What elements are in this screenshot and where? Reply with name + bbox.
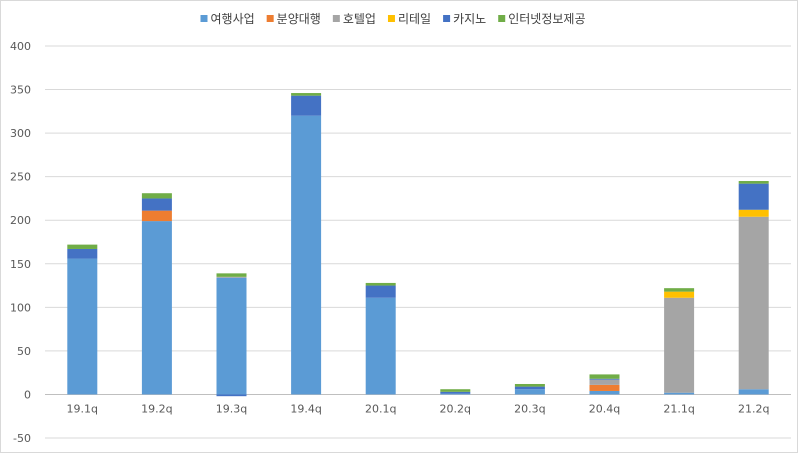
legend-label: 여행사업 xyxy=(211,11,255,26)
legend-swatch xyxy=(266,15,274,22)
bar-segment xyxy=(440,389,471,392)
x-tick-label: 21.1q xyxy=(663,402,694,415)
legend-swatch xyxy=(200,15,208,22)
legend-label: 카지노 xyxy=(453,12,486,26)
bar-segment xyxy=(365,282,396,286)
bar-segment xyxy=(664,291,695,298)
bar-segment xyxy=(440,393,471,395)
y-tick-label: 50 xyxy=(17,345,31,358)
bar-segment xyxy=(589,379,620,385)
bar-segment xyxy=(664,392,695,395)
x-tick-label: 21.2q xyxy=(738,402,769,415)
bar-segment xyxy=(664,288,695,292)
bar-segment xyxy=(291,115,322,395)
x-tick-label: 19.1q xyxy=(67,402,98,415)
bar-segment xyxy=(440,391,471,394)
x-tick-label: 20.1q xyxy=(365,402,396,415)
legend-label: 호텔업 xyxy=(343,12,376,26)
bar-segment xyxy=(141,198,172,211)
legend-label: 인터넷정보제공 xyxy=(508,12,585,26)
y-tick-label: 150 xyxy=(10,258,31,271)
legend-item: 인터넷정보제공 xyxy=(498,12,586,26)
bar-segment xyxy=(67,248,98,259)
bar-segment xyxy=(291,93,322,96)
bar-segment xyxy=(216,277,247,395)
bar-segment xyxy=(514,383,545,387)
y-tick-label: 200 xyxy=(10,214,31,227)
legend-item: 여행사업 xyxy=(200,11,255,26)
bar-segment xyxy=(738,216,769,390)
bar-segment xyxy=(141,210,172,222)
bar-segment xyxy=(141,221,172,395)
y-tick-label: 400 xyxy=(10,40,31,53)
legend-item: 리테일 xyxy=(387,12,431,26)
y-tick-label: 350 xyxy=(10,84,31,97)
bar-segment xyxy=(291,95,322,116)
bar-segment xyxy=(365,297,396,395)
bar-segment xyxy=(664,297,695,393)
bar-segment xyxy=(67,244,98,249)
bar-segment xyxy=(514,386,545,390)
bar-segment xyxy=(738,389,769,395)
bar-segment xyxy=(738,183,769,210)
bar-segment xyxy=(216,276,247,278)
y-tick-label: 0 xyxy=(24,388,31,401)
x-tick-label: 19.3q xyxy=(216,402,247,415)
bar-segment xyxy=(589,384,620,391)
legend-swatch xyxy=(498,15,506,22)
legend-swatch xyxy=(387,15,395,22)
y-tick-label: 250 xyxy=(10,171,31,184)
bar-segment xyxy=(216,394,247,397)
bar-segment xyxy=(738,181,769,184)
y-tick-label: 300 xyxy=(10,127,31,140)
y-tick-label: 100 xyxy=(10,301,31,314)
legend: 여행사업 분양대행 호텔업 리테일 카지노 인터넷정보제공 xyxy=(200,11,586,26)
legend-item: 분양대행 xyxy=(266,11,321,26)
y-axis: -50 0 50 100 150 200 250 300 350 400 xyxy=(10,40,31,445)
legend-label: 분양대행 xyxy=(277,11,321,26)
bar-segment xyxy=(365,285,396,298)
bars xyxy=(67,93,769,397)
legend-swatch xyxy=(332,15,340,22)
legend-item: 호텔업 xyxy=(332,12,376,26)
bar-segment xyxy=(738,209,769,217)
bar-segment xyxy=(141,193,172,199)
x-axis: 19.1q 19.2q 19.3q 19.4q 20.1q 20.2q 20.3q 20.4q… xyxy=(67,402,770,415)
y-tick-label: -50 xyxy=(13,432,31,445)
x-tick-label: 19.4q xyxy=(290,402,321,415)
legend-swatch xyxy=(443,15,451,22)
bar-segment xyxy=(589,390,620,395)
x-tick-label: 20.4q xyxy=(589,402,620,415)
legend-label: 리테일 xyxy=(398,12,431,26)
bar-segment xyxy=(589,374,620,379)
bar-segment xyxy=(67,258,98,395)
x-tick-label: 20.2q xyxy=(440,402,471,415)
bar-segment xyxy=(589,378,620,380)
x-tick-label: 19.2q xyxy=(141,402,172,415)
x-tick-label: 20.3q xyxy=(514,402,545,415)
bar-segment xyxy=(216,273,247,277)
legend-item: 카지노 xyxy=(443,12,486,26)
bar-segment xyxy=(514,389,545,395)
